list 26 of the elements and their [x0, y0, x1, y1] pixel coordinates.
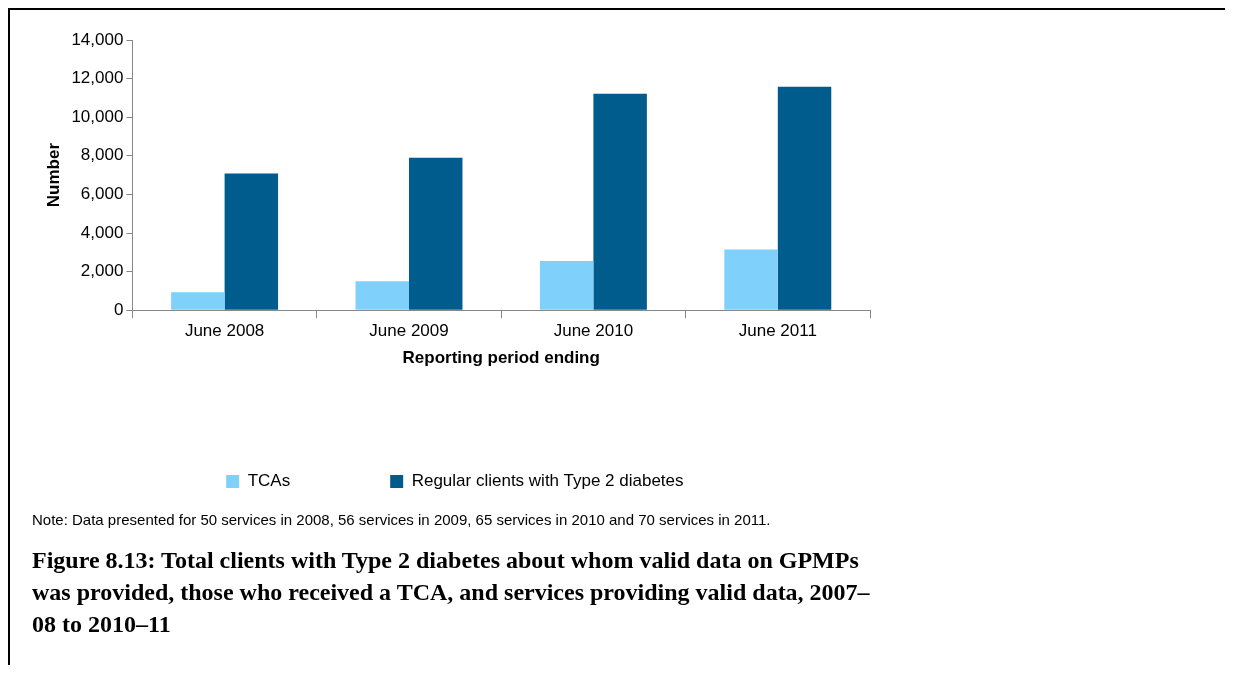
- x-tick-label: June 2008: [184, 321, 265, 341]
- legend-label: TCAs: [247, 471, 291, 491]
- y-tick-label: 12,000: [71, 68, 124, 88]
- bar: [777, 86, 832, 310]
- y-tick-label: 6,000: [80, 184, 124, 204]
- y-axis-title: Number: [43, 142, 63, 208]
- y-tick-label: 0: [113, 299, 124, 319]
- bar: [409, 157, 463, 310]
- y-tick-label: 14,000: [71, 29, 124, 49]
- y-tick-label: 8,000: [80, 145, 124, 165]
- x-tick-label: June 2010: [553, 321, 634, 341]
- text: Figure 8.13: Total clients with Type 2 diabetes about whom valid data on GPMPs was provided, those who received a TCA, and services providing valid data, 2007–08 to 2010–11: [32, 546, 871, 639]
- x-tick-label: June 2011: [738, 321, 817, 341]
- bar: [355, 281, 409, 310]
- bar: [224, 173, 279, 310]
- bar: [724, 249, 778, 310]
- y-tick-label: 2,000: [80, 261, 124, 281]
- y-tick-label: 10,000: [71, 106, 124, 126]
- y-tick-label: 4,000: [80, 222, 124, 242]
- bar: [171, 292, 225, 310]
- legend-label: Regular clients with Type 2 diabetes: [411, 471, 684, 491]
- bar: [593, 93, 647, 310]
- x-axis-title: Reporting period ending: [402, 348, 600, 368]
- bar: [539, 260, 594, 310]
- x-tick-label: June 2009: [369, 321, 449, 341]
- text: Note: Data presented for 50 services in 2008, 56 services in 2009, 65 services in 2010 and 70 services in 2011.: [32, 510, 772, 530]
